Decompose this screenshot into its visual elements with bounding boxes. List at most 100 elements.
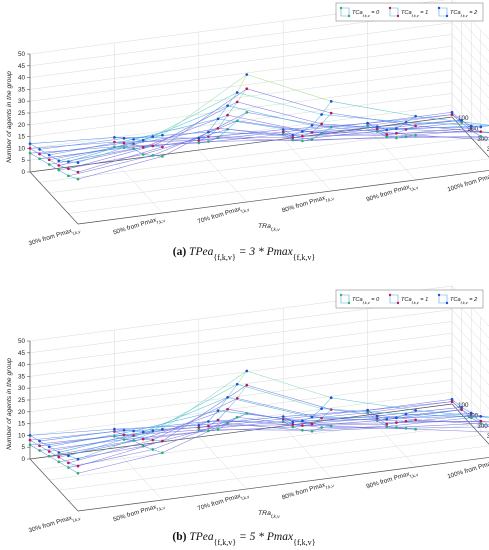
series-2	[28, 369, 489, 461]
series-line	[133, 148, 144, 155]
series-line	[208, 419, 219, 427]
series-line	[39, 153, 50, 160]
series-point	[197, 423, 201, 427]
y-tick-label: 300	[477, 423, 488, 430]
series-line	[405, 428, 416, 430]
axis-line	[29, 458, 79, 512]
series-line	[68, 161, 79, 163]
axis-line	[451, 403, 489, 445]
series-line	[68, 136, 153, 162]
series-point	[38, 439, 41, 443]
legend-entry: TCaf,k,v = 1	[401, 10, 428, 18]
grid-line-z	[29, 380, 453, 436]
series-line	[302, 134, 387, 137]
series-line	[227, 92, 238, 106]
series-point	[207, 140, 210, 143]
series-line	[68, 467, 79, 474]
series-line	[29, 152, 40, 160]
series-line	[386, 422, 397, 425]
grid-line-z	[451, 368, 489, 410]
grid-line-floor	[283, 138, 332, 192]
series-line	[227, 114, 313, 133]
series-point	[141, 138, 145, 142]
series-point	[385, 133, 389, 136]
grid-line-z	[451, 356, 489, 398]
series-point	[395, 416, 398, 420]
series-point	[291, 420, 295, 424]
series-line	[152, 383, 238, 431]
series-line	[246, 88, 332, 114]
series-point	[395, 425, 398, 429]
series-point	[235, 415, 239, 419]
series-line	[58, 165, 69, 170]
series-point	[395, 421, 398, 424]
series-line	[77, 440, 163, 467]
legend-entry: TCaf,k,v = 0	[352, 297, 380, 305]
series-line	[311, 408, 322, 418]
series-point	[245, 87, 249, 91]
series-line	[198, 131, 209, 139]
series-line	[198, 141, 209, 144]
grid-line-floor	[283, 425, 332, 479]
series-line	[123, 136, 209, 144]
x-tick-label: 50% from Pmaxf,k,v	[112, 214, 166, 238]
grid-line-z	[29, 81, 453, 137]
series-line	[217, 410, 303, 422]
y-tick-label: 350	[487, 433, 489, 440]
series-point	[47, 158, 51, 162]
series-point	[469, 411, 473, 415]
grid-line-z	[451, 34, 489, 75]
series-line	[133, 429, 219, 441]
series-point	[479, 419, 483, 423]
series-line	[311, 114, 322, 126]
series-line	[58, 461, 69, 468]
series-point	[197, 139, 201, 142]
z-tick-label: 5	[21, 157, 25, 164]
z-tick-label: 0	[21, 169, 25, 176]
series-line	[208, 118, 219, 133]
series-line	[311, 427, 322, 432]
series-point	[216, 418, 220, 422]
series-point	[161, 451, 164, 455]
series-point	[47, 445, 51, 449]
series-point	[245, 110, 249, 114]
series-line	[58, 147, 144, 166]
series-line	[302, 125, 313, 132]
grid-line-floor	[198, 149, 247, 203]
series-line	[217, 114, 228, 129]
series-point	[329, 396, 333, 400]
legend-marker	[396, 301, 400, 305]
series-line	[58, 456, 69, 464]
series-line	[68, 439, 153, 464]
series-point	[479, 125, 483, 129]
series-point	[450, 113, 454, 116]
series-point	[67, 160, 70, 164]
series-line	[237, 383, 322, 409]
series-point	[291, 425, 295, 429]
series-line	[331, 425, 416, 430]
series-point	[47, 454, 51, 458]
series-point	[151, 144, 155, 148]
series-line	[321, 409, 332, 419]
z-tick-label: 45	[18, 63, 26, 70]
series-line	[114, 424, 199, 430]
series-point	[207, 420, 210, 423]
series-line	[415, 116, 489, 126]
series-line	[386, 426, 397, 428]
grid-line-floor	[198, 436, 247, 490]
series-line	[367, 399, 453, 411]
series-point	[450, 110, 454, 114]
series-line	[321, 425, 332, 428]
series-point	[151, 135, 155, 138]
series-line	[283, 129, 293, 136]
series-point	[113, 136, 116, 139]
series-line	[377, 120, 462, 130]
series-line	[198, 425, 209, 428]
series-line	[39, 429, 125, 442]
series-line	[133, 118, 219, 140]
axis-edges	[29, 54, 489, 225]
series-point	[460, 408, 463, 412]
caption: (b) TPea{f,k,v} = 5 * Pmax{f,k,v}	[172, 531, 315, 547]
series-line	[133, 128, 219, 145]
series-line	[396, 126, 481, 129]
